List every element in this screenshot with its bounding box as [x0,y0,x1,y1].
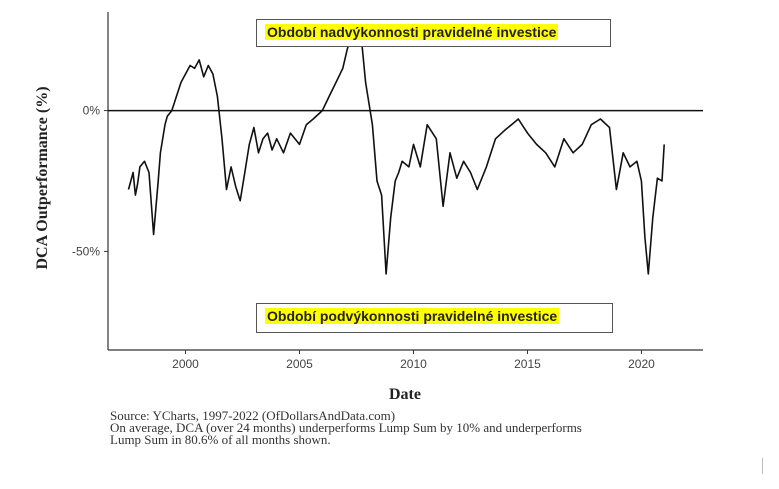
caption-summary-line-2: Lump Sum in 80.6% of all months shown. [110,432,331,447]
series-line-0 [127,30,665,275]
outperformance-annotation-text: Období nadvýkonnosti pravidelné investic… [265,24,559,40]
underperformance-annotation: Období podvýkonnosti pravidelné investic… [256,303,613,333]
chart-caption: Source: YCharts, 1997-2022 (OfDollarsAnd… [110,408,582,447]
caption-summary-line: On average, DCA (over 24 months) underpe… [110,420,582,435]
y-tick-label: -50% [72,244,100,258]
x-tick-label: 2000 [172,357,199,371]
caption-source-line: Source: YCharts, 1997-2022 (OfDollarsAnd… [110,408,396,423]
edge-divider [762,458,763,474]
x-tick-label: 2020 [628,357,655,371]
plot-area: 2000 2005 2010 2015 2020 0% -50% [72,12,703,371]
outperformance-annotation: Období nadvýkonnosti pravidelné investic… [256,19,611,47]
underperformance-annotation-text: Období podvýkonnosti pravidelné investic… [265,308,560,324]
x-tick-label: 2005 [286,357,313,371]
y-axis-title: DCA Outperformance (%) [34,86,51,269]
x-axis-title: Date [389,386,421,403]
x-tick-label: 2010 [400,357,427,371]
y-tick-label: 0% [83,104,101,118]
x-tick-label: 2015 [514,357,541,371]
